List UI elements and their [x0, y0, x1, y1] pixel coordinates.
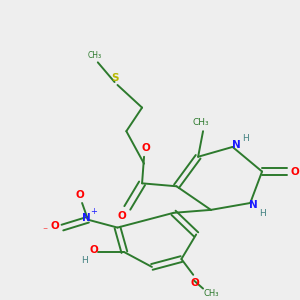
- Text: O: O: [117, 211, 126, 221]
- Text: S: S: [111, 73, 118, 83]
- Text: H: H: [242, 134, 249, 142]
- Text: O: O: [89, 245, 98, 255]
- Text: H: H: [81, 256, 87, 265]
- Text: O: O: [76, 190, 85, 200]
- Text: CH₃: CH₃: [88, 51, 102, 60]
- Text: N: N: [249, 200, 258, 210]
- Text: ⁻: ⁻: [42, 226, 47, 236]
- Text: O: O: [50, 220, 59, 231]
- Text: CH₃: CH₃: [193, 118, 209, 127]
- Text: H: H: [259, 209, 266, 218]
- Text: O: O: [142, 143, 150, 153]
- Text: O: O: [290, 167, 299, 176]
- Text: N: N: [82, 213, 90, 223]
- Text: +: +: [90, 207, 97, 216]
- Text: O: O: [191, 278, 200, 288]
- Text: CH₃: CH₃: [203, 289, 219, 298]
- Text: N: N: [232, 140, 241, 150]
